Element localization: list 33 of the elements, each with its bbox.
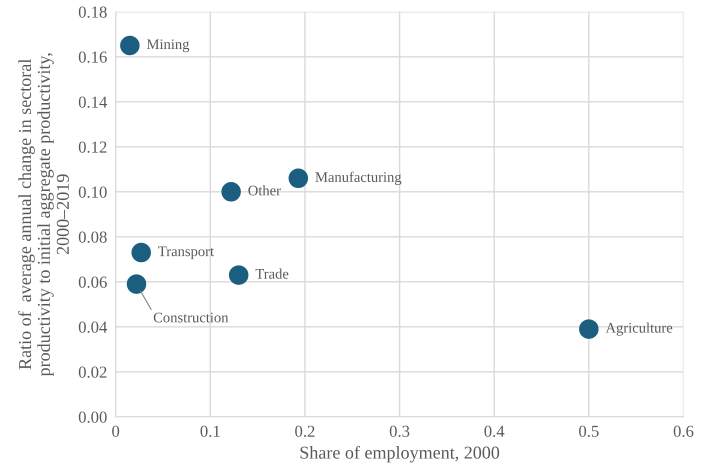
point (131, 242, 151, 262)
point (228, 265, 248, 285)
y-tick-label: 0.12 (78, 141, 106, 153)
y-tick-label: 0.08 (78, 232, 107, 243)
y-tick-label: 0.10 (78, 186, 107, 198)
y-tick-label: 0.06 (78, 276, 107, 288)
y-tick-label: 0.02 (78, 366, 106, 378)
x-tick-label: 0.4 (484, 426, 504, 437)
annotation: Manufacturing (315, 172, 402, 186)
annotation: Trade (256, 268, 288, 279)
x-tick-label: 0.3 (390, 426, 410, 437)
x-tick-label: 0.5 (579, 426, 599, 437)
y-tick-label: 0.04 (78, 322, 108, 333)
point (126, 274, 146, 294)
annotation: Transport (158, 246, 214, 260)
y-tick-label: 0.18 (78, 6, 107, 18)
y-tick-label: 0.16 (78, 51, 107, 63)
x-tick-label: 0.1 (200, 426, 220, 437)
y-axis-title: Ratio of average annual change in sectoral productivity to initial aggregate productivity, 2000–2019 (18, 53, 69, 376)
point (221, 182, 241, 202)
y-tick-label: 0.14 (78, 96, 108, 108)
x-tick-label: 0.6 (674, 426, 694, 437)
annotation: Other (248, 185, 281, 196)
point (579, 319, 599, 339)
x-tick-label: 0 (112, 426, 120, 437)
x-axis-title: Share of employment, 2000 (300, 446, 500, 462)
annotation: Agriculture (606, 322, 672, 336)
x-tick-label: 0.2 (295, 426, 314, 437)
annotation: Construction (154, 312, 228, 322)
y-tick-label: 0.00 (78, 412, 107, 423)
point (288, 168, 308, 188)
annotation: Mining (146, 39, 190, 52)
point (120, 36, 140, 56)
